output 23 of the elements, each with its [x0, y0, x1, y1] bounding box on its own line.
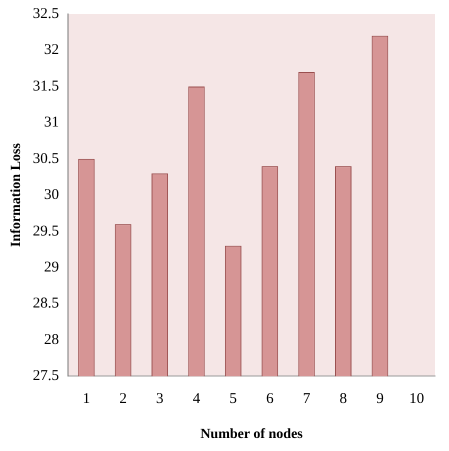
y-axis-title: Information Loss	[9, 142, 24, 248]
x-tick-label: 6	[266, 391, 274, 408]
y-tick-label: 30	[44, 187, 60, 204]
x-axis-title: Number of nodes	[200, 427, 304, 442]
y-tick-label: 29	[44, 259, 60, 276]
y-tick-label: 31.5	[32, 78, 60, 94]
y-tick-label: 31	[44, 114, 60, 131]
x-tick-label: 5	[229, 391, 237, 408]
x-tick-label: 8	[340, 391, 348, 408]
y-tick-label: 27.5	[32, 368, 60, 384]
x-tick-label: 7	[302, 391, 311, 408]
y-tick-label: 29.5	[32, 223, 60, 240]
y-tick-label: 32.5	[32, 6, 60, 22]
x-tick-label: 10	[409, 391, 424, 408]
x-tick-label: 1	[82, 391, 90, 408]
x-tick-label: 2	[119, 391, 127, 408]
x-tick-label: 3	[156, 391, 164, 408]
x-tick-label: 4	[192, 391, 201, 408]
y-tick-label: 28.5	[32, 296, 60, 312]
y-tick-label: 30.5	[32, 150, 60, 167]
x-tick-label: 9	[376, 391, 384, 408]
y-tick-label: 32	[44, 42, 60, 58]
y-tick-label: 28	[44, 332, 60, 348]
